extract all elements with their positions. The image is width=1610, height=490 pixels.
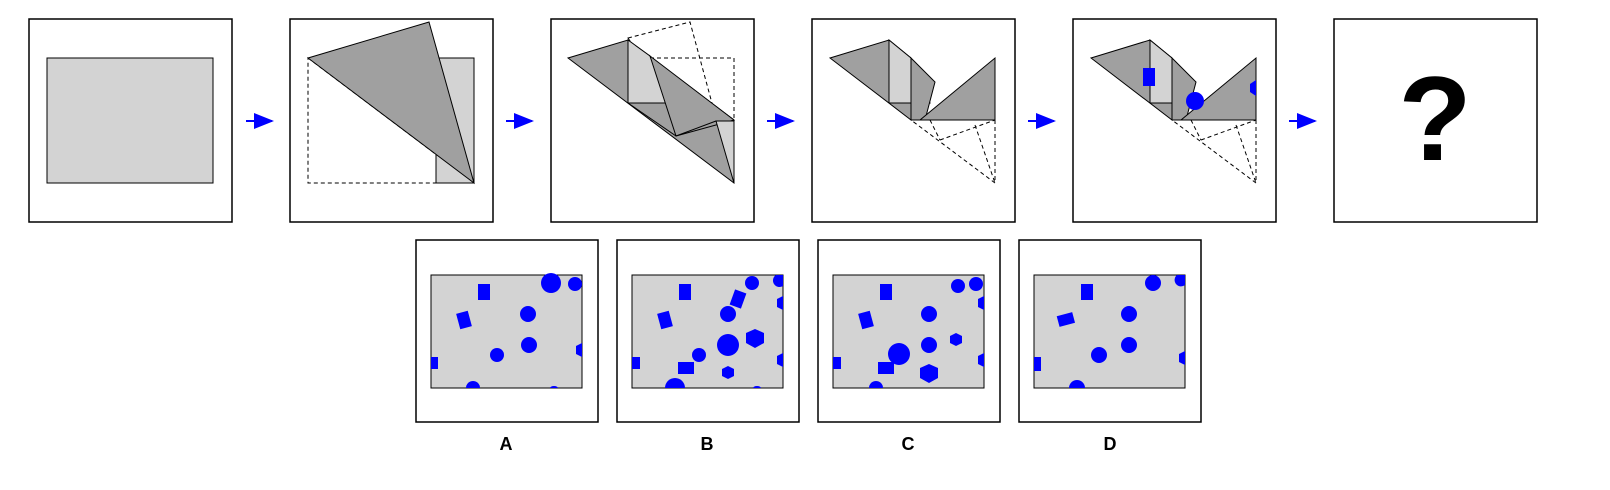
circle-hole-icon (520, 306, 536, 322)
fold-line (929, 119, 941, 141)
hexagon-hole-icon (950, 333, 962, 346)
option-a[interactable]: A (415, 239, 599, 454)
step-1-panel (28, 18, 233, 223)
step-4-panel (811, 18, 1016, 223)
fold-line (1235, 124, 1257, 184)
holes (431, 273, 582, 388)
square-hole-icon (833, 357, 841, 369)
unfolded-paper (832, 274, 985, 389)
square-hole-icon (1143, 68, 1155, 86)
option-c[interactable]: C (817, 239, 1001, 454)
option-b[interactable]: B (616, 239, 800, 454)
square-hole-icon (880, 284, 892, 300)
circle-hole-icon (720, 306, 736, 322)
circle-hole-icon (568, 277, 582, 291)
square-hole-icon (1034, 357, 1041, 371)
fold-line (939, 119, 996, 141)
holes (1034, 275, 1185, 388)
paper-rectangle (46, 57, 214, 184)
option-label: D (1104, 434, 1117, 454)
hexagon-hole-icon (576, 343, 582, 357)
hexagon-hole-icon (978, 296, 984, 310)
square-hole-icon (657, 310, 673, 330)
circle-hole-icon (753, 386, 761, 388)
circle-hole-icon (869, 381, 883, 388)
holes (833, 277, 984, 388)
hexagon-hole-icon (1250, 80, 1256, 96)
circle-hole-icon (1121, 306, 1137, 322)
square-hole-icon (456, 310, 472, 330)
unfolded-paper (430, 274, 583, 389)
option-label: A (500, 434, 513, 454)
hexagon-hole-icon (722, 366, 734, 379)
circle-hole-icon (541, 273, 561, 293)
square-hole-icon (1056, 312, 1076, 327)
fold-line (974, 124, 996, 184)
square-hole-icon (478, 284, 490, 300)
circle-hole-icon (1145, 275, 1161, 291)
hexagon-hole-icon (746, 329, 764, 348)
inner-dark-layer (649, 54, 736, 137)
circle-hole-icon (745, 276, 759, 290)
hexagon-hole-icon (777, 353, 783, 367)
circle-hole-icon (951, 279, 965, 293)
step-6-panel: ? (1333, 18, 1538, 223)
circle-hole-icon (490, 348, 504, 362)
circle-hole-icon (1174, 275, 1185, 287)
circle-hole-icon (1186, 92, 1204, 110)
circle-hole-icon (921, 306, 937, 322)
circle-hole-icon (772, 275, 783, 288)
holes (632, 275, 783, 388)
circle-hole-icon (921, 337, 937, 353)
square-hole-icon (878, 362, 894, 374)
circle-hole-icon (692, 348, 706, 362)
square-hole-icon (632, 357, 640, 369)
hexagon-hole-icon (1179, 351, 1185, 365)
hexagon-hole-icon (777, 296, 783, 310)
step-3-panel (550, 18, 755, 223)
circle-hole-icon (717, 334, 739, 356)
fold-line (1190, 119, 1202, 141)
crease (675, 120, 717, 137)
panel-frame (1333, 18, 1538, 223)
option-label: B (701, 434, 714, 454)
step-5-panel (1072, 18, 1277, 223)
square-hole-icon (1081, 284, 1093, 300)
circle-hole-icon (466, 381, 480, 388)
hexagon-hole-icon (920, 364, 938, 383)
square-hole-icon (679, 284, 691, 300)
square-hole-icon (431, 357, 438, 369)
circle-hole-icon (969, 277, 983, 291)
circle-hole-icon (1121, 337, 1137, 353)
fold-line (1200, 119, 1257, 141)
square-hole-icon (729, 289, 747, 309)
option-d[interactable]: D (1018, 239, 1202, 454)
hexagon-hole-icon (978, 353, 984, 367)
circle-hole-icon (521, 337, 537, 353)
folded-flap (306, 21, 475, 185)
square-hole-icon (678, 362, 694, 374)
question-mark: ? (1398, 52, 1471, 186)
step-2-panel (289, 18, 494, 223)
circle-hole-icon (1069, 380, 1085, 388)
option-label: C (902, 434, 915, 454)
crease (627, 102, 677, 137)
unfolded-paper (1033, 274, 1186, 389)
corner-light (715, 120, 735, 184)
circle-hole-icon (665, 378, 685, 388)
original-outline (307, 56, 476, 184)
circle-hole-icon (888, 343, 910, 365)
circle-hole-icon (550, 386, 558, 388)
circle-hole-icon (1091, 347, 1107, 363)
square-hole-icon (858, 310, 874, 330)
